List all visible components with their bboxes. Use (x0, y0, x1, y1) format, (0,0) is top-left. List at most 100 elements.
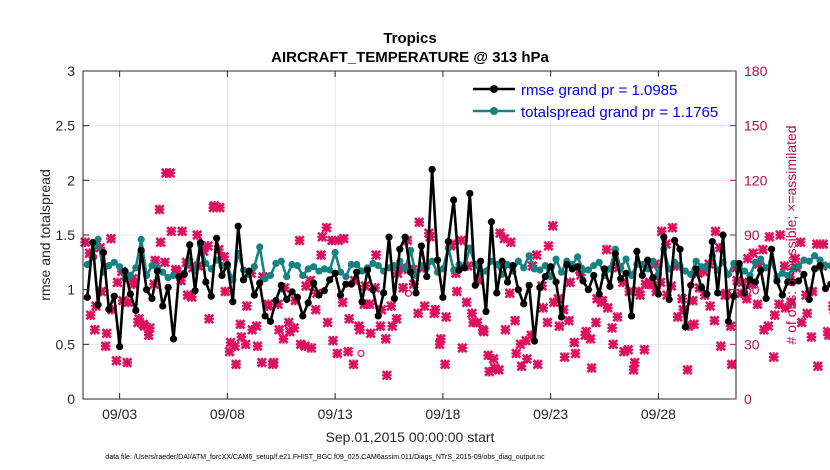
obs-assimilated-marker (327, 335, 339, 346)
rmse-point (353, 268, 361, 276)
y-tick-label: 3 (67, 63, 75, 79)
obs-assimilated-marker (500, 324, 511, 335)
rmse-point (811, 265, 819, 273)
rmse-point (105, 305, 113, 313)
totalspread-point (525, 252, 533, 260)
rmse-point (342, 280, 350, 288)
obs-assimilated-marker (505, 237, 516, 248)
rmse-point (191, 287, 199, 295)
y2-tick-label: 30 (744, 336, 760, 352)
rmse-point (412, 289, 420, 297)
rmse-point (196, 239, 205, 247)
obs-assimilated-marker (289, 322, 300, 334)
obs-assimilated-marker (229, 341, 241, 352)
rmse-point (304, 299, 312, 307)
rmse-point (477, 257, 485, 265)
totalspread-point (261, 275, 269, 283)
obs-assimilated-marker (602, 302, 613, 314)
rmse-point (503, 278, 512, 286)
totalspread-point (573, 253, 582, 261)
data-file-footnote: data file: /Users/raeder/DAI/ATM_forcXX/… (105, 454, 545, 461)
obs-assimilated-marker (451, 286, 463, 297)
x-tick-label: 09/03 (102, 406, 137, 422)
rmse-point (692, 265, 700, 273)
rmse-point (239, 276, 248, 284)
totalspread-point (579, 266, 587, 274)
rmse-point (148, 294, 156, 303)
obs-assimilated-marker (192, 229, 203, 241)
obs-assimilated-marker (154, 204, 165, 215)
obs-assimilated-marker (472, 317, 483, 328)
obs-assimilated-marker (375, 320, 386, 332)
totalspread-point (622, 255, 630, 263)
obs-assimilated-marker (219, 251, 230, 262)
obs-assimilated-marker (509, 315, 521, 326)
obs-assimilated-marker (629, 357, 640, 368)
obs-assimilated-marker (268, 357, 279, 368)
rmse-point (444, 237, 452, 246)
totalspread-point (584, 266, 592, 274)
legend-box (466, 76, 734, 122)
obs-assimilated-marker (316, 249, 327, 261)
rmse-point (202, 278, 210, 286)
rmse-point (126, 290, 135, 298)
rmse-point (649, 274, 657, 282)
rmse-point (573, 263, 582, 271)
obs-assimilated-marker (100, 341, 111, 352)
totalspread-point (401, 265, 409, 273)
obs-assimilated-marker (354, 324, 366, 335)
totalspread-point (94, 235, 102, 243)
rmse-point (380, 289, 388, 297)
obs-assimilated-marker (466, 308, 478, 319)
totalspread-point (256, 243, 264, 251)
obs-assimilated-marker (111, 355, 122, 366)
totalspread-point (164, 274, 172, 282)
rmse-point (719, 231, 727, 239)
rmse-point (266, 317, 275, 325)
rmse-point (369, 286, 377, 294)
rmse-point (622, 269, 630, 277)
rmse-point (406, 268, 415, 276)
obs-assimilated-marker (220, 286, 231, 297)
totalspread-point (789, 265, 797, 273)
rmse-point (99, 248, 108, 257)
obs-assimilated-marker (240, 339, 251, 350)
obs-assimilated-marker (235, 319, 246, 330)
totalspread-point (283, 272, 291, 281)
totalspread-point (116, 263, 124, 271)
rmse-point (159, 302, 167, 310)
obs-assimilated-marker (634, 290, 646, 301)
obs-assimilated-marker (256, 357, 267, 368)
rmse-point (514, 286, 522, 294)
obs-assimilated-marker (511, 348, 522, 359)
rmse-point (213, 234, 221, 242)
rmse-point (697, 283, 706, 292)
rmse-point (250, 291, 258, 299)
obs-assimilated-marker (564, 277, 576, 288)
totalspread-point (784, 271, 792, 280)
obs-assimilated-marker (364, 299, 375, 310)
rmse-point (347, 280, 355, 288)
rmse-point (746, 276, 754, 284)
y-axis-label: rmse and totalspread (37, 169, 53, 301)
obs-assimilated-marker (166, 226, 177, 237)
rmse-point (320, 287, 328, 295)
rmse-point (218, 271, 226, 280)
rmse-point (509, 262, 517, 270)
obs-assimilated-marker (105, 233, 117, 244)
rmse-point (471, 281, 479, 289)
obs-assimilated-marker (155, 237, 166, 248)
totalspread-point (110, 258, 118, 266)
obs-assimilated-marker (672, 311, 683, 323)
totalspread-point (778, 269, 786, 277)
obs-assimilated-marker (570, 348, 581, 359)
rmse-point (541, 272, 549, 281)
totalspread-point (757, 255, 765, 263)
obs-assimilated-marker (606, 322, 618, 334)
rmse-point (530, 337, 539, 345)
rmse-point (547, 263, 555, 271)
totalspread-point (336, 268, 345, 276)
rmse-point (358, 298, 366, 306)
obs-assimilated-marker (531, 249, 542, 261)
